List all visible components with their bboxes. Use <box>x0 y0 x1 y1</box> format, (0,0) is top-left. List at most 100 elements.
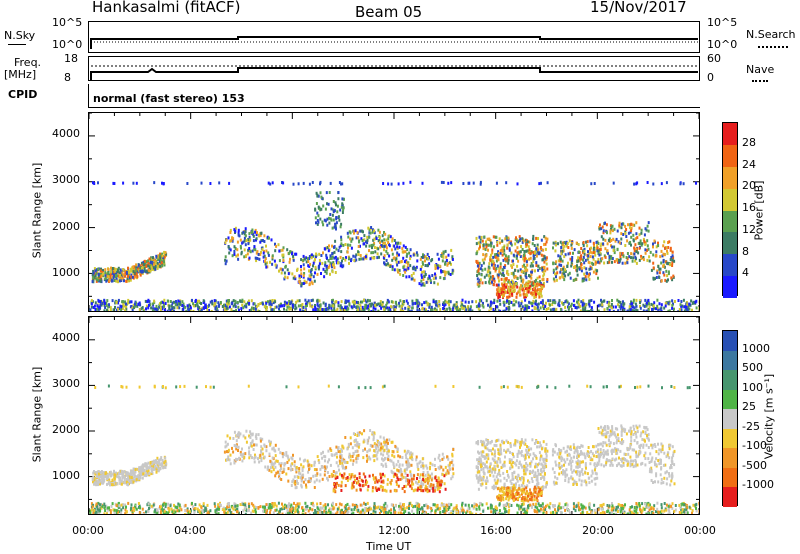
range-gate-cell <box>323 275 326 279</box>
range-gate-cell <box>612 248 615 252</box>
range-gate-cell <box>357 481 359 485</box>
range-gate-cell <box>269 260 271 264</box>
range-gate-cell <box>128 475 131 479</box>
range-gate-cell <box>141 476 144 480</box>
range-gate-cell <box>313 259 316 263</box>
range-gate-cell <box>535 247 538 251</box>
range-gate-cell <box>286 460 289 464</box>
range-gate-cell <box>421 303 423 307</box>
range-gate-cell <box>361 479 364 483</box>
range-gate-cell <box>555 307 558 311</box>
range-gate-cell <box>248 301 251 305</box>
range-gate-cell <box>292 305 295 309</box>
range-gate-cell <box>262 302 264 306</box>
range-gate-cell <box>405 479 408 483</box>
range-gate-cell <box>593 300 596 304</box>
range-gate-cell <box>537 237 539 240</box>
range-gate-cell <box>302 465 305 469</box>
range-gate-cell <box>511 265 514 269</box>
range-gate-cell <box>330 262 333 266</box>
range-gate-cell <box>503 309 506 311</box>
range-gate-cell <box>608 237 611 241</box>
range-gate-cell <box>402 250 405 254</box>
range-gate-cell <box>503 280 506 284</box>
range-gate-cell <box>383 307 386 311</box>
range-gate-cell <box>366 488 369 492</box>
range-gate-cell <box>371 444 374 448</box>
range-gate-cell <box>570 246 573 250</box>
range-gate-cell <box>132 276 135 280</box>
range-gate-cell <box>599 244 602 248</box>
range-gate-cell <box>451 308 454 311</box>
range-gate-cell <box>140 467 143 471</box>
range-gate-cell <box>569 276 572 280</box>
range-gate-cell <box>110 270 113 274</box>
range-gate-cell <box>115 279 118 283</box>
range-gate-cell <box>189 306 192 310</box>
range-gate-cell <box>104 271 107 275</box>
range-gate-cell <box>354 474 357 478</box>
range-gate-cell <box>312 275 315 279</box>
range-gate-cell <box>349 436 352 440</box>
range-gate-cell <box>139 474 142 478</box>
range-gate-cell <box>95 471 98 475</box>
range-gate-cell <box>487 457 490 461</box>
range-gate-cell <box>118 271 121 275</box>
range-gate-cell <box>608 258 611 262</box>
range-gate-cell <box>512 273 515 277</box>
range-gate-cell <box>500 277 503 281</box>
range-gate-cell <box>373 241 376 245</box>
range-gate-cell <box>237 449 239 452</box>
range-gate-cell <box>339 472 341 476</box>
range-gate-cell <box>489 243 492 247</box>
freq-tick-bottom: 8 <box>64 71 71 84</box>
range-gate-cell <box>479 241 482 245</box>
range-gate-cell <box>666 251 669 255</box>
range-gate-cell <box>447 464 450 468</box>
range-gate-cell <box>482 243 485 247</box>
range-gate-cell <box>151 302 154 306</box>
range-gate-cell <box>97 472 100 476</box>
range-gate-cell <box>439 276 442 280</box>
range-gate-cell <box>378 230 381 234</box>
range-gate-cell <box>451 255 454 259</box>
range-gate-cell <box>106 272 109 276</box>
range-gate-cell <box>643 239 646 243</box>
range-gate-cell <box>301 282 304 286</box>
range-gate-cell <box>365 240 367 244</box>
range-gate-cell <box>236 301 239 304</box>
range-gate-cell <box>444 262 446 266</box>
range-gate-cell <box>252 232 255 236</box>
range-gate-cell <box>294 482 297 486</box>
range-gate-cell <box>526 293 529 297</box>
range-gate-cell <box>645 304 648 308</box>
range-gate-cell <box>590 246 593 250</box>
range-gate-cell <box>569 251 572 255</box>
range-gate-cell <box>388 306 391 310</box>
range-gate-cell <box>266 261 269 265</box>
range-gate-cell <box>237 228 240 232</box>
range-gate-cell <box>354 433 356 436</box>
range-gate-cell <box>137 267 140 271</box>
range-gate-cell <box>529 252 532 256</box>
range-gate-cell <box>452 304 455 308</box>
range-gate-cell <box>397 270 400 274</box>
range-gate-cell <box>218 181 221 185</box>
range-gate-cell <box>615 237 618 241</box>
range-gate-cell <box>337 483 340 487</box>
range-gate-cell <box>634 237 637 241</box>
range-gate-cell <box>576 300 578 304</box>
range-gate-cell <box>337 191 340 194</box>
range-gate-cell <box>381 303 384 307</box>
range-gate-cell <box>134 272 137 275</box>
range-gate-cell <box>309 262 312 266</box>
range-gate-cell <box>632 298 635 302</box>
range-gate-cell <box>525 276 528 280</box>
range-gate-cell <box>368 228 371 232</box>
range-gate-cell <box>504 264 507 268</box>
range-gate-cell <box>242 240 245 244</box>
range-gate-cell <box>319 217 322 221</box>
range-gate-cell <box>272 462 275 466</box>
range-gate-cell <box>152 266 155 270</box>
range-gate-cell <box>397 478 400 482</box>
